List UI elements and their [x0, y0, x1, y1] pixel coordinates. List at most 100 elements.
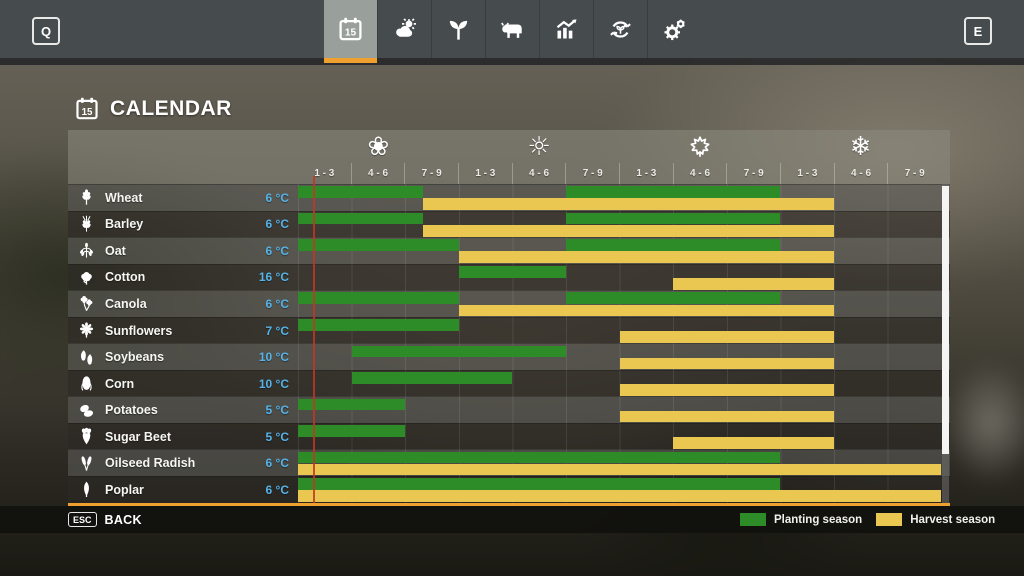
maple-leaf-icon: [687, 134, 713, 160]
planting-season-bar: [565, 292, 781, 305]
cow-icon: [499, 16, 526, 43]
planting-season-bar: [565, 186, 781, 198]
period-label: 4 - 6: [672, 163, 727, 184]
crop-timeline: [298, 477, 941, 503]
crop-name: Canola: [105, 296, 147, 311]
harvest-season-bar: [619, 357, 834, 370]
barley-icon: [77, 215, 96, 234]
crop-row-barley: Barley 6 °C: [68, 210, 950, 238]
harvest-season-bar: [458, 251, 834, 264]
calendar-icon: [337, 16, 364, 43]
crop-timeline: [298, 238, 941, 264]
crop-timeline: [298, 397, 941, 423]
planting-season-bar: [298, 319, 459, 331]
legend-item: Planting season: [740, 513, 862, 526]
period-label: 4 - 6: [511, 163, 566, 184]
crop-name: Potatoes: [105, 403, 158, 418]
scrollbar-track[interactable]: [941, 184, 949, 503]
chart-icon: [553, 16, 580, 43]
crop-name: Cotton: [105, 270, 146, 285]
crop-label: Potatoes 5 °C: [68, 397, 298, 423]
crop-germination-temperature: 6 °C: [265, 456, 289, 471]
harvest-season-bar: [298, 490, 941, 502]
top-bar-shadow: [0, 58, 1024, 65]
crop-label: Sugar Beet 5 °C: [68, 424, 298, 450]
tab-crop-rotation[interactable]: [592, 0, 647, 58]
period-label: 1 - 3: [458, 163, 512, 184]
tab-crops[interactable]: [430, 0, 485, 58]
crop-name: Soybeans: [105, 350, 165, 365]
sunflower-icon: [77, 321, 96, 340]
planting-season-bar: [565, 239, 781, 251]
crop-label: Soybeans 10 °C: [68, 344, 298, 370]
harvest-season-bar: [619, 331, 834, 343]
period-label: 7 - 9: [565, 163, 619, 184]
harvest-season-bar: [673, 278, 834, 290]
period-label: 4 - 6: [833, 163, 888, 184]
weather-icon: [391, 16, 418, 43]
crop-name: Corn: [105, 376, 135, 391]
crop-row-soybeans: Soybeans 10 °C: [68, 343, 950, 370]
crop-germination-temperature: 6 °C: [265, 243, 289, 258]
planting-season-bar: [298, 212, 424, 225]
crop-row-corn: Corn 10 °C: [68, 369, 950, 397]
crop-germination-temperature: 6 °C: [265, 217, 289, 232]
esc-key-hint: ESC: [68, 512, 97, 527]
planting-season-bar: [298, 451, 781, 464]
harvest-season-bar: [458, 304, 834, 317]
season-autumn: [620, 130, 781, 163]
menu-top-bar: Q E: [0, 0, 1024, 63]
period-label: 7 - 9: [726, 163, 780, 184]
planting-season-bar: [298, 186, 424, 198]
planting-season-bar: [565, 212, 781, 225]
period-label: 4 - 6: [350, 163, 405, 184]
planting-season-bar: [351, 345, 566, 358]
crop-row-oat: Oat 6 °C: [68, 237, 950, 264]
scrollbar-thumb[interactable]: [941, 186, 949, 454]
rotation-icon: [607, 16, 634, 43]
crop-timeline: [298, 424, 941, 450]
harvest-season-bar: [619, 410, 834, 423]
crop-timeline: [298, 212, 941, 238]
back-button[interactable]: ESC BACK: [68, 506, 142, 533]
crop-name: Wheat: [105, 190, 143, 205]
flower-icon: ❀: [367, 131, 390, 162]
crop-germination-temperature: 6 °C: [265, 296, 289, 311]
oilseed-radish-icon: [77, 454, 96, 473]
planting-season-bar: [298, 398, 406, 411]
tab-settings[interactable]: [646, 0, 701, 58]
crop-label: Sunflowers 7 °C: [68, 318, 298, 344]
crop-germination-temperature: 10 °C: [258, 350, 289, 365]
period-label: 1 - 3: [314, 168, 335, 179]
crop-name: Oilseed Radish: [105, 456, 196, 471]
crop-timeline: [298, 265, 941, 291]
prev-tab-key-hint[interactable]: Q: [32, 17, 60, 45]
crop-row-sugar-beet: Sugar Beet 5 °C: [68, 422, 950, 450]
next-tab-key-hint[interactable]: E: [964, 17, 992, 45]
back-label: BACK: [104, 512, 142, 527]
crop-germination-temperature: 5 °C: [265, 429, 289, 444]
crop-row-wheat: Wheat 6 °C: [68, 184, 950, 211]
tab-weather[interactable]: [376, 0, 431, 58]
crop-label: Oilseed Radish 6 °C: [68, 450, 298, 476]
period-label: 7 - 9: [404, 163, 458, 184]
crop-label: Canola 6 °C: [68, 291, 298, 317]
planting-season-bar: [298, 292, 459, 305]
period-label: 7 - 9: [887, 163, 941, 184]
poplar-icon: [77, 480, 96, 499]
crop-germination-temperature: 16 °C: [258, 270, 289, 285]
season-winter: ❄: [780, 130, 941, 163]
crop-germination-temperature: 7 °C: [265, 323, 289, 338]
tab-economy[interactable]: [538, 0, 593, 58]
crop-timeline: [298, 450, 941, 476]
crop-timeline: [298, 318, 941, 344]
page-title: CALENDAR: [74, 96, 232, 122]
crop-name: Poplar: [105, 482, 144, 497]
tab-calendar[interactable]: [323, 0, 377, 63]
tab-animals[interactable]: [484, 0, 539, 58]
season-summer: ☼: [459, 130, 620, 163]
harvest-season-bar: [298, 463, 941, 476]
